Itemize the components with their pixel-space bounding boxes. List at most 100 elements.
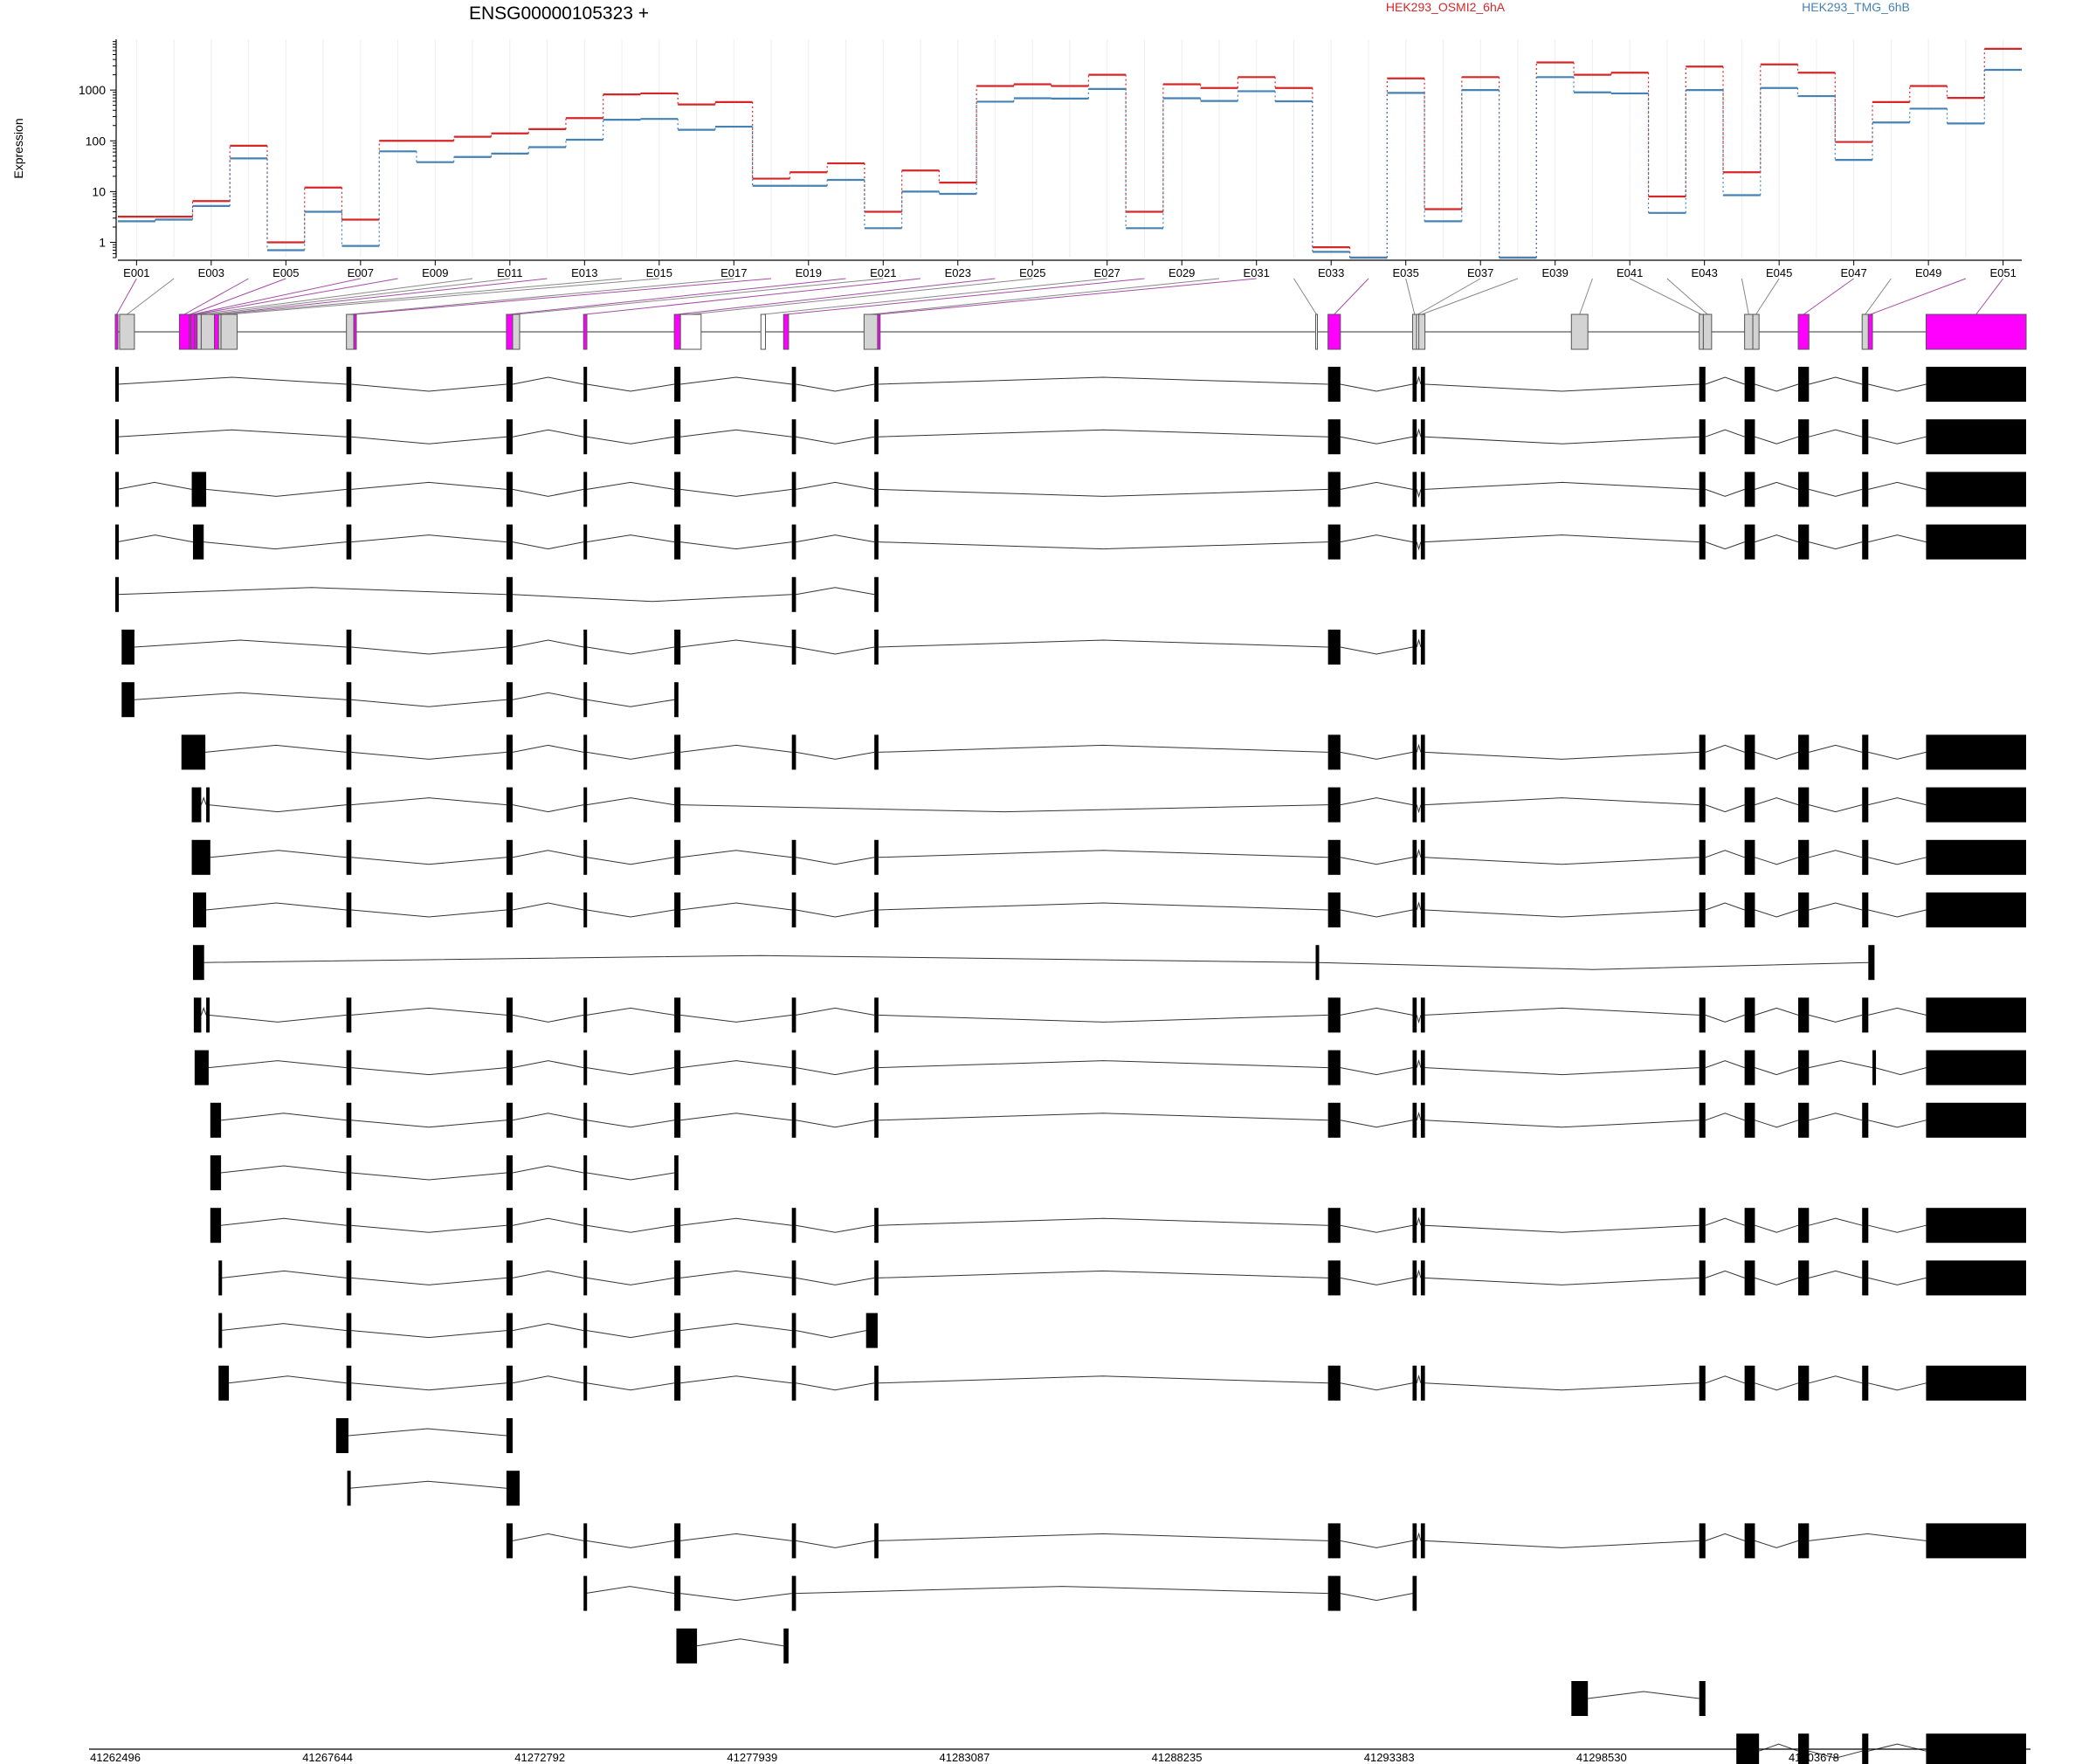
transcript-exon: [192, 524, 204, 560]
transcript-exon: [1412, 787, 1417, 823]
transcript-exon: [1744, 1050, 1755, 1085]
transcript-intron: [1424, 797, 1700, 806]
transcript-exon: [791, 1102, 796, 1138]
transcript-intron: [512, 744, 584, 753]
exon-model-block: [1861, 314, 1869, 350]
transcript-exon: [1420, 1050, 1425, 1085]
exon-model-block: [1411, 314, 1417, 350]
transcript-exon: [1744, 1260, 1755, 1296]
transcript-intron: [351, 646, 507, 655]
transcript-exon: [791, 630, 796, 665]
transcript-intron: [512, 1060, 584, 1069]
transcript-intron: [1416, 1112, 1422, 1120]
transcript-exon: [1699, 419, 1706, 455]
transcript-exon: [1327, 892, 1341, 927]
transcript-intron: [1755, 481, 1799, 490]
transcript-exon: [1926, 524, 2026, 560]
transcript-exon: [791, 1208, 796, 1244]
transcript-exon: [583, 1102, 588, 1138]
exon-connectors: [116, 278, 2004, 315]
exon-connector: [127, 278, 175, 315]
transcript-intron: [1340, 1224, 1413, 1233]
transcript-exon: [506, 419, 513, 455]
genomic-tick-label: 41262496: [90, 1751, 141, 1764]
transcript-exon: [583, 734, 588, 770]
transcript-intron: [796, 1007, 875, 1016]
transcript-intron: [586, 1120, 675, 1128]
transcript-exon: [1798, 839, 1810, 875]
transcript-exon: [1798, 1102, 1810, 1138]
transcript-exon: [791, 1050, 796, 1085]
transcript-exon: [506, 1260, 513, 1296]
legend-series-1: HEK293_OSMI2_6hA: [1386, 0, 1506, 14]
transcript-intron: [1868, 751, 1927, 760]
transcript-intron: [1424, 1007, 1700, 1016]
exon-model-block: [1699, 314, 1704, 350]
transcript-intron: [116, 481, 192, 490]
transcript-exon: [1327, 734, 1341, 770]
transcript-exon: [1699, 472, 1706, 507]
transcript-exon: [1744, 1208, 1755, 1244]
transcript-exon: [346, 472, 352, 507]
transcript-exon: [676, 1628, 698, 1664]
transcript-intron: [796, 534, 875, 543]
transcript-exon: [674, 472, 681, 507]
transcript-exon: [1420, 524, 1425, 560]
transcript-intron: [1424, 857, 1700, 865]
transcript-exon: [1412, 1260, 1417, 1296]
exon-connector: [183, 278, 249, 315]
transcript-exon: [874, 892, 879, 927]
transcript-intron: [1755, 1007, 1799, 1016]
transcript-intron: [586, 1007, 675, 1016]
transcript-exon: [506, 524, 513, 560]
exon-connector: [207, 278, 510, 315]
transcript-exon: [1862, 787, 1869, 823]
chart-title: ENSG00000105323 +: [469, 3, 649, 24]
transcript-intron: [586, 436, 675, 444]
transcript-exon: [1798, 367, 1810, 402]
y-tick-label: 1000: [79, 83, 106, 97]
transcript-exon: [1412, 1050, 1417, 1085]
transcript-intron: [1424, 909, 1700, 918]
transcript-exon: [674, 1208, 681, 1244]
transcript-intron: [680, 376, 792, 385]
exon-connector: [116, 278, 137, 315]
transcript-exon: [1798, 734, 1810, 770]
transcript-intron: [1755, 1120, 1799, 1128]
exon-connector: [585, 278, 921, 315]
transcript-exon: [347, 1471, 351, 1506]
transcript-intron: [200, 1006, 207, 1016]
transcript-exon: [1327, 1102, 1341, 1138]
transcript-intron: [1416, 901, 1422, 911]
transcript-intron: [351, 909, 507, 918]
transcript-exon: [1699, 524, 1706, 560]
transcript-exon: [1420, 1523, 1425, 1559]
transcript-intron: [1809, 744, 1863, 753]
transcript-exon: [1412, 419, 1417, 455]
transcript-intron: [1809, 1375, 1863, 1384]
exon-connector: [355, 278, 772, 315]
exon-tick-label: E047: [1840, 266, 1866, 279]
exon-tick-label: E003: [198, 266, 224, 279]
transcript-exon: [674, 419, 681, 455]
transcript-exon: [674, 1050, 681, 1085]
transcript-intron: [1416, 428, 1422, 438]
transcript-exon: [1798, 1365, 1810, 1401]
transcript-exon: [1744, 734, 1755, 770]
transcript-intron: [351, 1067, 507, 1076]
transcript-exon: [1420, 367, 1425, 402]
transcript-row: [115, 367, 2026, 402]
transcript-intron: [351, 1172, 507, 1181]
exon-model-block: [1744, 314, 1754, 350]
transcript-intron: [1868, 1120, 1927, 1128]
transcript-intron: [1809, 1270, 1863, 1278]
transcript-row: [115, 472, 2026, 507]
transcript-intron: [1868, 534, 1927, 543]
transcript-intron: [680, 1060, 792, 1069]
transcript-exon: [1420, 839, 1425, 875]
transcript-intron: [221, 1113, 347, 1121]
transcript-exon: [1412, 892, 1417, 927]
transcript-exon: [218, 1313, 223, 1348]
transcript-intron: [1868, 1382, 1927, 1391]
transcript-intron: [586, 481, 675, 490]
